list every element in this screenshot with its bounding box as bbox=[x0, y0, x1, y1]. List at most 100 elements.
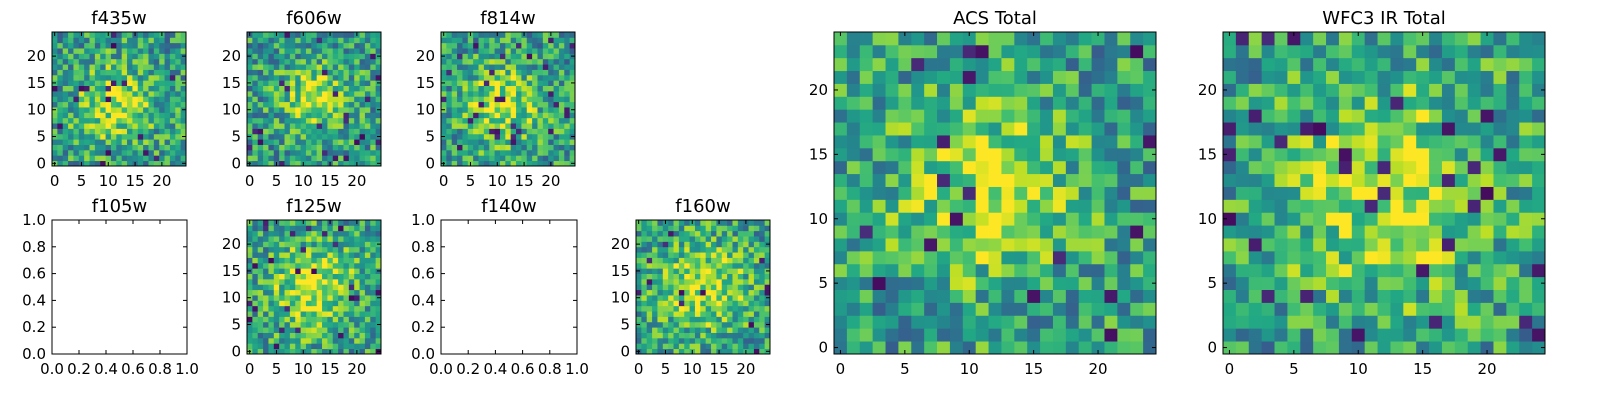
heatmap-cell bbox=[748, 321, 755, 328]
heatmap-cell bbox=[441, 128, 447, 135]
heatmap-cell bbox=[311, 241, 318, 248]
heatmap-cell bbox=[846, 160, 861, 175]
heatmap-cell bbox=[1287, 44, 1301, 59]
heatmap-cell bbox=[764, 332, 771, 339]
heatmap-cell bbox=[846, 225, 861, 239]
heatmap-cell bbox=[885, 173, 899, 187]
heatmap-cell bbox=[343, 295, 350, 301]
heatmap-cell bbox=[988, 96, 1002, 110]
heatmap-cell bbox=[451, 96, 458, 103]
heatmap-cell bbox=[132, 80, 139, 86]
heatmap-cell bbox=[949, 160, 964, 175]
heatmap-cell bbox=[164, 85, 171, 92]
heatmap-cell bbox=[359, 69, 366, 76]
heatmap-cell bbox=[375, 327, 382, 333]
heatmap-cell bbox=[1065, 70, 1080, 84]
heatmap-cell bbox=[359, 155, 366, 162]
heatmap-cell bbox=[1403, 302, 1417, 316]
heatmap-cell bbox=[1117, 276, 1131, 290]
heatmap-cell bbox=[516, 139, 522, 145]
heatmap-cell bbox=[143, 144, 149, 151]
heatmap-cell bbox=[727, 220, 733, 226]
heatmap-cell bbox=[937, 225, 951, 239]
heatmap-cell bbox=[127, 117, 133, 124]
heatmap-cell bbox=[175, 133, 182, 140]
heatmap-cell bbox=[1364, 302, 1378, 316]
heatmap-cell bbox=[737, 311, 744, 317]
heatmap-cell bbox=[116, 112, 123, 119]
heatmap-cell bbox=[521, 58, 528, 65]
heatmap-cell bbox=[569, 144, 576, 151]
heatmap-cell bbox=[898, 109, 912, 123]
heatmap-cell bbox=[257, 32, 264, 38]
heatmap-cell bbox=[732, 311, 739, 317]
heatmap-cell bbox=[516, 80, 522, 86]
heatmap-cell bbox=[370, 160, 377, 167]
heatmap-cell bbox=[1326, 212, 1340, 226]
heatmap-cell bbox=[279, 112, 285, 119]
heatmap-cell bbox=[305, 252, 312, 258]
heatmap-cell bbox=[1364, 199, 1378, 213]
heatmap-cell bbox=[764, 311, 771, 317]
heatmap-cell bbox=[1403, 44, 1417, 59]
heatmap-cell bbox=[94, 42, 101, 49]
heatmap-cell bbox=[78, 96, 85, 103]
y-tick-label: 1.0 bbox=[411, 211, 435, 229]
heatmap-cell bbox=[548, 42, 554, 49]
heatmap-cell bbox=[68, 48, 74, 54]
heatmap-cell bbox=[273, 69, 280, 76]
heatmap-cell bbox=[94, 53, 101, 60]
heatmap-cell bbox=[1519, 83, 1533, 97]
heatmap-cell bbox=[338, 117, 344, 124]
heatmap-cell bbox=[705, 273, 712, 280]
heatmap-cell bbox=[652, 295, 658, 301]
axes-frame bbox=[440, 31, 576, 167]
heatmap-cell bbox=[311, 252, 318, 258]
heatmap-cell bbox=[348, 58, 355, 65]
heatmap-cell bbox=[105, 155, 112, 162]
heatmap-cell bbox=[354, 155, 360, 162]
heatmap-cell bbox=[305, 58, 312, 65]
heatmap-cell bbox=[289, 252, 296, 258]
heatmap-cell bbox=[343, 80, 350, 86]
heatmap-cell bbox=[148, 48, 155, 54]
heatmap-cell bbox=[311, 289, 318, 296]
heatmap-cell bbox=[467, 117, 474, 124]
heatmap-cell bbox=[537, 101, 544, 108]
heatmap-cell bbox=[937, 135, 951, 149]
heatmap-cell bbox=[279, 64, 285, 70]
heatmap-cell bbox=[169, 96, 176, 103]
heatmap-cell bbox=[652, 327, 658, 333]
heatmap-cell bbox=[305, 311, 312, 317]
heatmap-cell bbox=[721, 295, 728, 301]
heatmap-cell bbox=[673, 268, 680, 274]
heatmap-cell bbox=[327, 273, 334, 280]
heatmap-cell bbox=[478, 64, 485, 70]
heatmap-cell bbox=[898, 276, 912, 290]
heatmap-cell bbox=[1104, 83, 1118, 97]
heatmap-cell bbox=[1403, 225, 1417, 239]
heatmap-cell bbox=[911, 328, 925, 342]
heatmap-cell bbox=[348, 123, 355, 129]
heatmap-cell bbox=[662, 225, 669, 232]
heatmap-cell bbox=[316, 241, 323, 248]
heatmap-cell bbox=[247, 69, 253, 76]
heatmap-cell bbox=[1493, 250, 1507, 265]
heatmap-cell bbox=[268, 139, 275, 145]
heatmap-cell bbox=[1027, 83, 1041, 97]
x-tick-label: 0 bbox=[836, 360, 846, 378]
heatmap-cell bbox=[646, 289, 653, 296]
heatmap-cell bbox=[689, 305, 696, 312]
heatmap-cell bbox=[289, 284, 296, 291]
heatmap-cell bbox=[441, 112, 447, 119]
heatmap-cell bbox=[169, 58, 176, 65]
heatmap-cell bbox=[553, 128, 560, 135]
heatmap-cell bbox=[1454, 57, 1469, 72]
heatmap-cell bbox=[748, 252, 755, 258]
heatmap-cell bbox=[175, 74, 182, 81]
heatmap-cell bbox=[327, 316, 334, 323]
heatmap-cell bbox=[354, 241, 360, 248]
heatmap-cell bbox=[279, 305, 285, 312]
heatmap-cell bbox=[348, 139, 355, 145]
